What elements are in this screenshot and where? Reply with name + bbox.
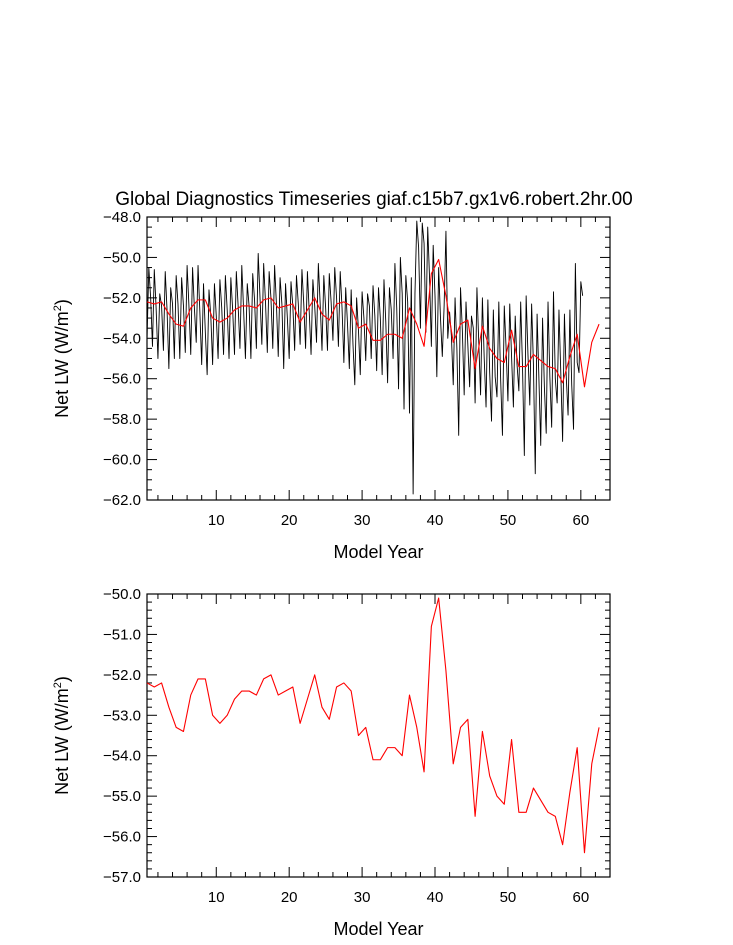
y-tick-label: −58.0 xyxy=(103,411,141,428)
y-tick-label: −53.0 xyxy=(103,707,141,724)
y-tick-label: −52.0 xyxy=(103,667,141,684)
y-axis-label-superscript: 2 xyxy=(52,305,64,311)
x-tick-label: 10 xyxy=(208,889,225,906)
x-tick-label: 40 xyxy=(427,512,444,529)
annual-series-line xyxy=(146,597,600,854)
y-tick-label: −54.0 xyxy=(103,330,141,347)
y-tick-label: −56.0 xyxy=(103,371,141,388)
y-tick-label: −60.0 xyxy=(103,452,141,469)
x-tick-label: 50 xyxy=(500,889,517,906)
y-tick-label: −57.0 xyxy=(103,869,141,886)
x-tick-label: 60 xyxy=(572,889,589,906)
plot-frame xyxy=(146,216,611,501)
plot-frame xyxy=(146,593,611,878)
y-tick-label: −52.0 xyxy=(103,290,141,307)
annual-series-line xyxy=(146,258,600,388)
x-axis-label: Model Year xyxy=(333,542,423,562)
y-tick-label: −62.0 xyxy=(103,492,141,509)
monthly-series-line xyxy=(146,220,584,495)
y-axis-label-main: Net LW (W/m xyxy=(52,311,72,418)
bottom-panel: 10 20 30 40 50 60 −57.0 −56.0 −55.0 −54.0 −53.0 −52… xyxy=(52,586,611,939)
y-tick-label: −50.0 xyxy=(103,586,141,603)
y-axis-label-close: ) xyxy=(52,676,72,682)
x-tick-label: 10 xyxy=(208,512,225,529)
x-tick-label: 30 xyxy=(354,889,371,906)
x-tick-label: 60 xyxy=(572,512,589,529)
x-tick-label: 40 xyxy=(427,889,444,906)
x-axis-label: Model Year xyxy=(333,919,423,939)
top-panel: 10 20 30 40 50 60 −62.0 −60.0 −58.0 −56.0 −54.0 −52… xyxy=(52,209,611,562)
x-tick-label: 20 xyxy=(281,512,298,529)
y-tick-label: −56.0 xyxy=(103,829,141,846)
y-tick-label: −55.0 xyxy=(103,788,141,805)
x-tick-label: 20 xyxy=(281,889,298,906)
y-tick-label: −48.0 xyxy=(103,209,141,226)
y-axis-label-superscript: 2 xyxy=(52,682,64,688)
x-tick-label: 30 xyxy=(354,512,371,529)
y-axis-label: Net LW (W/m2) xyxy=(52,676,72,795)
y-tick-label: −54.0 xyxy=(103,748,141,765)
y-axis-label: Net LW (W/m2) xyxy=(52,299,72,418)
y-axis-label-main: Net LW (W/m xyxy=(52,688,72,795)
y-tick-label: −51.0 xyxy=(103,626,141,643)
y-axis-label-close: ) xyxy=(52,299,72,305)
x-tick-label: 50 xyxy=(500,512,517,529)
y-tick-label: −50.0 xyxy=(103,249,141,266)
chart-title: Global Diagnostics Timeseries giaf.c15b7… xyxy=(115,189,633,210)
